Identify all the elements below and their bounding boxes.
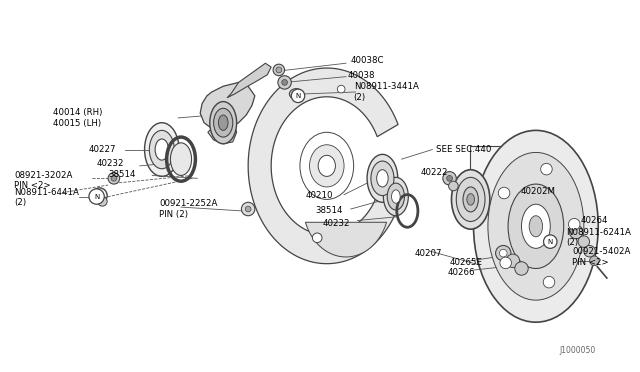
Polygon shape	[305, 222, 387, 257]
Ellipse shape	[451, 170, 490, 229]
Text: N: N	[548, 238, 553, 245]
Ellipse shape	[149, 130, 174, 169]
Polygon shape	[200, 83, 255, 130]
Polygon shape	[208, 121, 237, 144]
Circle shape	[337, 85, 345, 93]
Ellipse shape	[383, 177, 408, 216]
Ellipse shape	[289, 89, 303, 99]
Ellipse shape	[300, 132, 354, 199]
Circle shape	[241, 202, 255, 216]
Circle shape	[97, 196, 107, 206]
Ellipse shape	[508, 184, 564, 269]
Circle shape	[495, 246, 511, 261]
Text: 40207: 40207	[415, 248, 442, 258]
Text: J1000050: J1000050	[559, 346, 595, 356]
Circle shape	[499, 187, 510, 199]
Ellipse shape	[145, 123, 179, 176]
Circle shape	[568, 218, 580, 230]
Circle shape	[273, 64, 285, 76]
Circle shape	[543, 235, 557, 248]
Circle shape	[291, 89, 305, 103]
Ellipse shape	[529, 216, 543, 237]
Circle shape	[245, 206, 251, 212]
Ellipse shape	[474, 130, 598, 322]
Text: 00921-5402A
PIN <2>: 00921-5402A PIN <2>	[572, 247, 630, 267]
Circle shape	[589, 256, 599, 266]
Ellipse shape	[292, 91, 300, 97]
Ellipse shape	[155, 139, 168, 160]
Circle shape	[500, 257, 511, 269]
Ellipse shape	[392, 190, 400, 203]
Circle shape	[111, 176, 116, 181]
Text: SEE SEC.440: SEE SEC.440	[436, 145, 492, 154]
Circle shape	[276, 67, 282, 73]
Circle shape	[570, 225, 583, 239]
Circle shape	[515, 262, 528, 275]
Polygon shape	[248, 68, 398, 264]
Ellipse shape	[377, 170, 388, 187]
Circle shape	[543, 276, 555, 288]
Text: 40038: 40038	[348, 71, 376, 80]
Ellipse shape	[387, 183, 404, 210]
Ellipse shape	[488, 153, 584, 300]
Text: 38514: 38514	[316, 206, 343, 215]
Circle shape	[278, 76, 291, 89]
Text: 40038C: 40038C	[351, 56, 384, 65]
Ellipse shape	[367, 154, 398, 202]
Text: 40227: 40227	[89, 145, 116, 154]
Text: 40202M: 40202M	[520, 187, 556, 196]
Ellipse shape	[210, 102, 237, 144]
Ellipse shape	[170, 143, 191, 176]
Text: 38514: 38514	[108, 170, 136, 179]
Text: 40264: 40264	[581, 216, 609, 225]
Circle shape	[443, 171, 456, 185]
Circle shape	[312, 233, 322, 243]
FancyBboxPatch shape	[470, 146, 550, 196]
Text: N08911-6241A
(2): N08911-6241A (2)	[566, 228, 632, 247]
Circle shape	[499, 249, 507, 257]
Ellipse shape	[456, 177, 485, 221]
Ellipse shape	[522, 204, 550, 248]
Ellipse shape	[318, 155, 335, 176]
Text: 40232: 40232	[97, 160, 124, 169]
Text: N: N	[296, 93, 301, 99]
Circle shape	[584, 246, 595, 257]
Circle shape	[506, 254, 520, 267]
Circle shape	[108, 173, 120, 184]
Ellipse shape	[310, 145, 344, 187]
Text: 40210: 40210	[306, 191, 333, 200]
Polygon shape	[227, 63, 271, 98]
Text: 08921-3202A
PIN <2>: 08921-3202A PIN <2>	[14, 170, 72, 190]
Text: 40232: 40232	[323, 219, 351, 228]
Text: N08911-3441A
(2): N08911-3441A (2)	[354, 82, 419, 102]
Circle shape	[447, 176, 452, 181]
Ellipse shape	[467, 194, 474, 205]
Text: 00921-2252A
PIN (2): 00921-2252A PIN (2)	[159, 199, 218, 219]
Text: 40222: 40222	[420, 168, 448, 177]
Ellipse shape	[218, 115, 228, 130]
Ellipse shape	[214, 108, 233, 137]
Circle shape	[541, 163, 552, 175]
Ellipse shape	[463, 187, 478, 212]
Circle shape	[89, 189, 104, 204]
Text: 40014 (RH)
40015 (LH): 40014 (RH) 40015 (LH)	[54, 108, 103, 128]
Text: 40266: 40266	[447, 268, 475, 277]
Circle shape	[578, 236, 589, 247]
Text: N: N	[94, 193, 99, 199]
Text: 40265E: 40265E	[449, 258, 483, 267]
Circle shape	[449, 181, 458, 191]
Ellipse shape	[371, 161, 394, 196]
Text: N08911-6441A
(2): N08911-6441A (2)	[14, 188, 79, 207]
Circle shape	[282, 80, 287, 85]
